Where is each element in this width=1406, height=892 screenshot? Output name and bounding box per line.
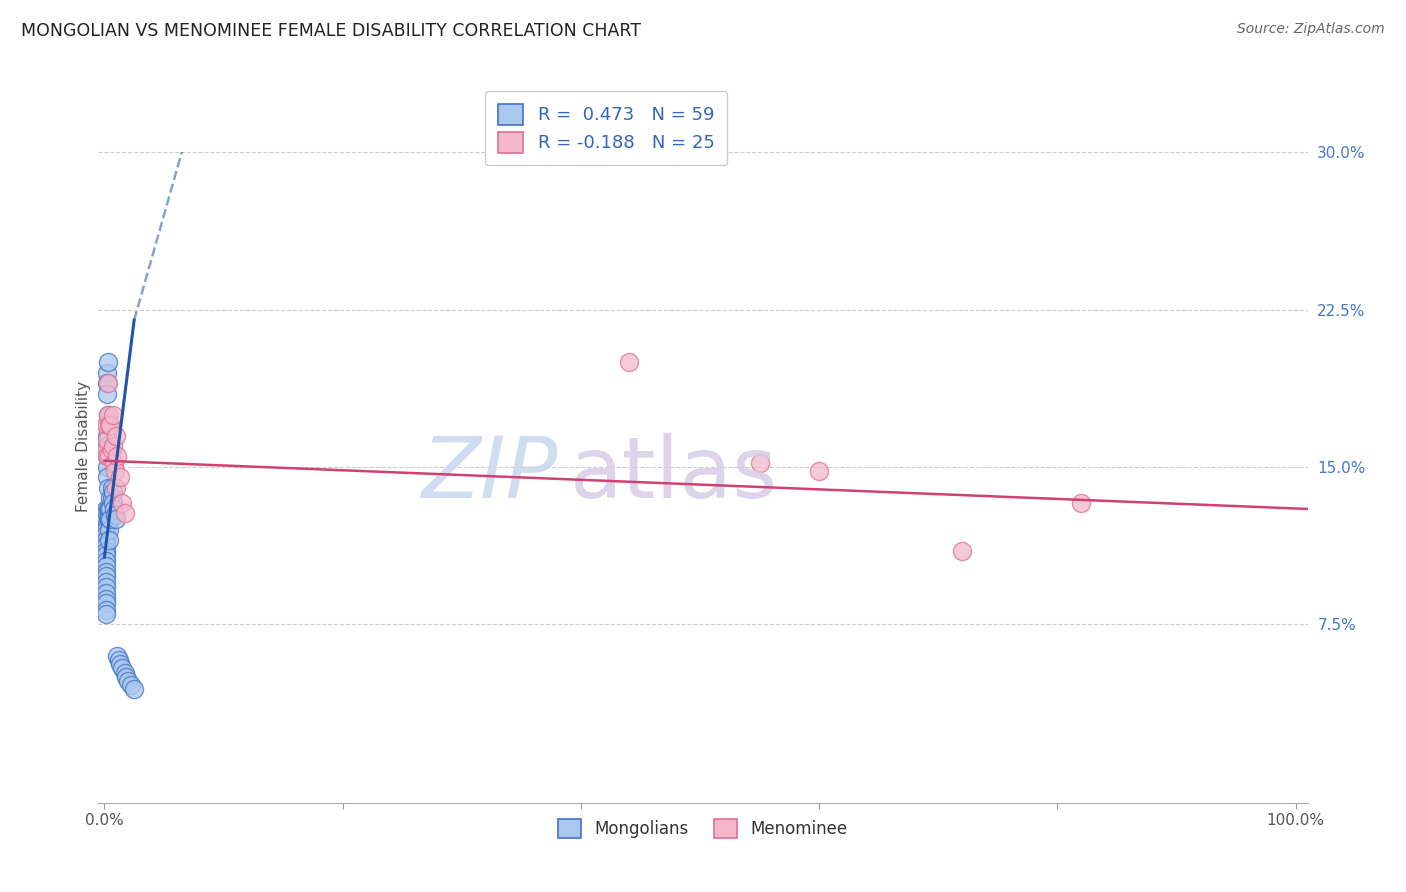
Point [94, 512, 117, 526]
Point [107, 450, 129, 464]
Point [97, 502, 120, 516]
Point [97, 512, 120, 526]
Point [94, 607, 117, 621]
Point [100, 491, 122, 506]
Point [98, 502, 121, 516]
Point [98, 417, 121, 432]
Point [104, 508, 127, 523]
Point [94, 548, 117, 562]
Point [96, 433, 118, 447]
Point [96, 376, 118, 390]
Point [105, 481, 128, 495]
Point [617, 355, 640, 369]
Point [111, 496, 134, 510]
Point [111, 661, 134, 675]
Point [94, 603, 117, 617]
Point [103, 456, 125, 470]
Point [950, 544, 973, 558]
Point [94, 527, 117, 541]
Point [748, 456, 770, 470]
Point [96, 366, 118, 380]
Point [97, 481, 120, 495]
Point [101, 496, 124, 510]
Point [94, 506, 117, 520]
Point [122, 682, 145, 697]
Point [98, 512, 121, 526]
Point [108, 470, 131, 484]
Point [94, 569, 117, 583]
Point [94, 586, 117, 600]
Point [94, 417, 117, 432]
Point [97, 408, 120, 422]
Point [114, 506, 136, 520]
Point [96, 450, 118, 464]
Point [104, 464, 127, 478]
Point [96, 428, 118, 442]
Point [101, 408, 124, 422]
Point [94, 596, 117, 610]
Point [98, 523, 121, 537]
Point [94, 565, 117, 579]
Point [1070, 496, 1092, 510]
Point [114, 665, 136, 680]
Point [97, 376, 120, 390]
Point [98, 450, 121, 464]
Point [108, 657, 131, 672]
Point [96, 460, 118, 475]
Point [94, 538, 117, 552]
Point [94, 558, 117, 573]
Point [107, 653, 129, 667]
Point [94, 443, 117, 458]
Point [100, 481, 122, 495]
Point [94, 502, 117, 516]
Point [96, 386, 118, 401]
Point [96, 470, 118, 484]
Point [96, 443, 118, 458]
Point [94, 580, 117, 594]
Point [105, 512, 128, 526]
Text: MONGOLIAN VS MENOMINEE FEMALE DISABILITY CORRELATION CHART: MONGOLIAN VS MENOMINEE FEMALE DISABILITY… [21, 22, 641, 40]
Point [107, 648, 129, 663]
Point [101, 485, 124, 500]
Point [98, 533, 121, 548]
Point [94, 575, 117, 590]
Point [103, 502, 125, 516]
Point [105, 428, 128, 442]
Point [94, 554, 117, 568]
Point [117, 674, 139, 689]
Point [120, 678, 142, 692]
Point [94, 592, 117, 607]
Text: ZIP: ZIP [422, 433, 558, 516]
Point [97, 408, 120, 422]
Point [94, 518, 117, 533]
Point [96, 450, 118, 464]
Text: Source: ZipAtlas.com: Source: ZipAtlas.com [1237, 22, 1385, 37]
Point [98, 417, 121, 432]
Y-axis label: Female Disability: Female Disability [76, 380, 91, 512]
Text: atlas: atlas [569, 433, 778, 516]
Legend: Mongolians, Menominee: Mongolians, Menominee [551, 812, 855, 845]
Point [101, 439, 124, 453]
Point [94, 523, 117, 537]
Point [808, 464, 831, 478]
Point [94, 544, 117, 558]
Point [97, 355, 120, 369]
Point [98, 512, 121, 526]
Point [114, 670, 136, 684]
Point [100, 443, 122, 458]
Point [98, 491, 121, 506]
Point [94, 533, 117, 548]
Point [96, 439, 118, 453]
Point [96, 417, 118, 432]
Point [98, 502, 121, 516]
